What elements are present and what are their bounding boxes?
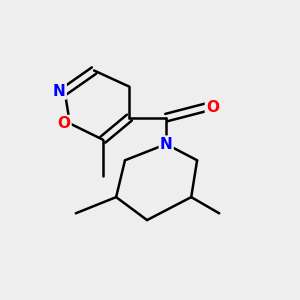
Text: O: O (206, 100, 219, 115)
Text: O: O (58, 116, 70, 131)
Text: N: N (53, 84, 66, 99)
Text: N: N (160, 136, 172, 152)
